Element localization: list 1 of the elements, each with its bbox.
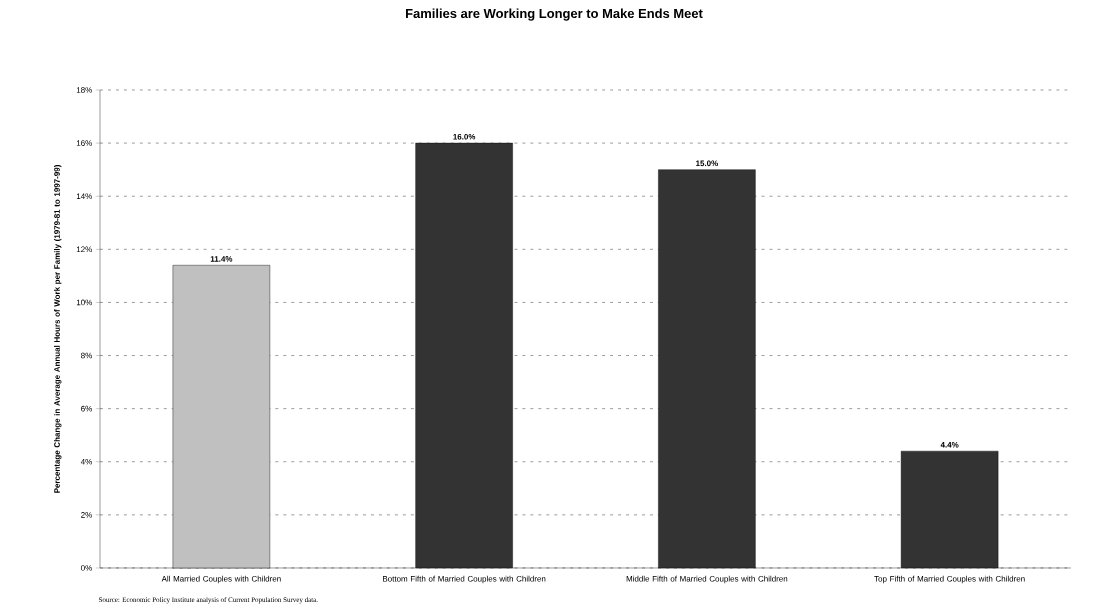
chart-title: Families are Working Longer to Make Ends Meet <box>406 8 703 21</box>
